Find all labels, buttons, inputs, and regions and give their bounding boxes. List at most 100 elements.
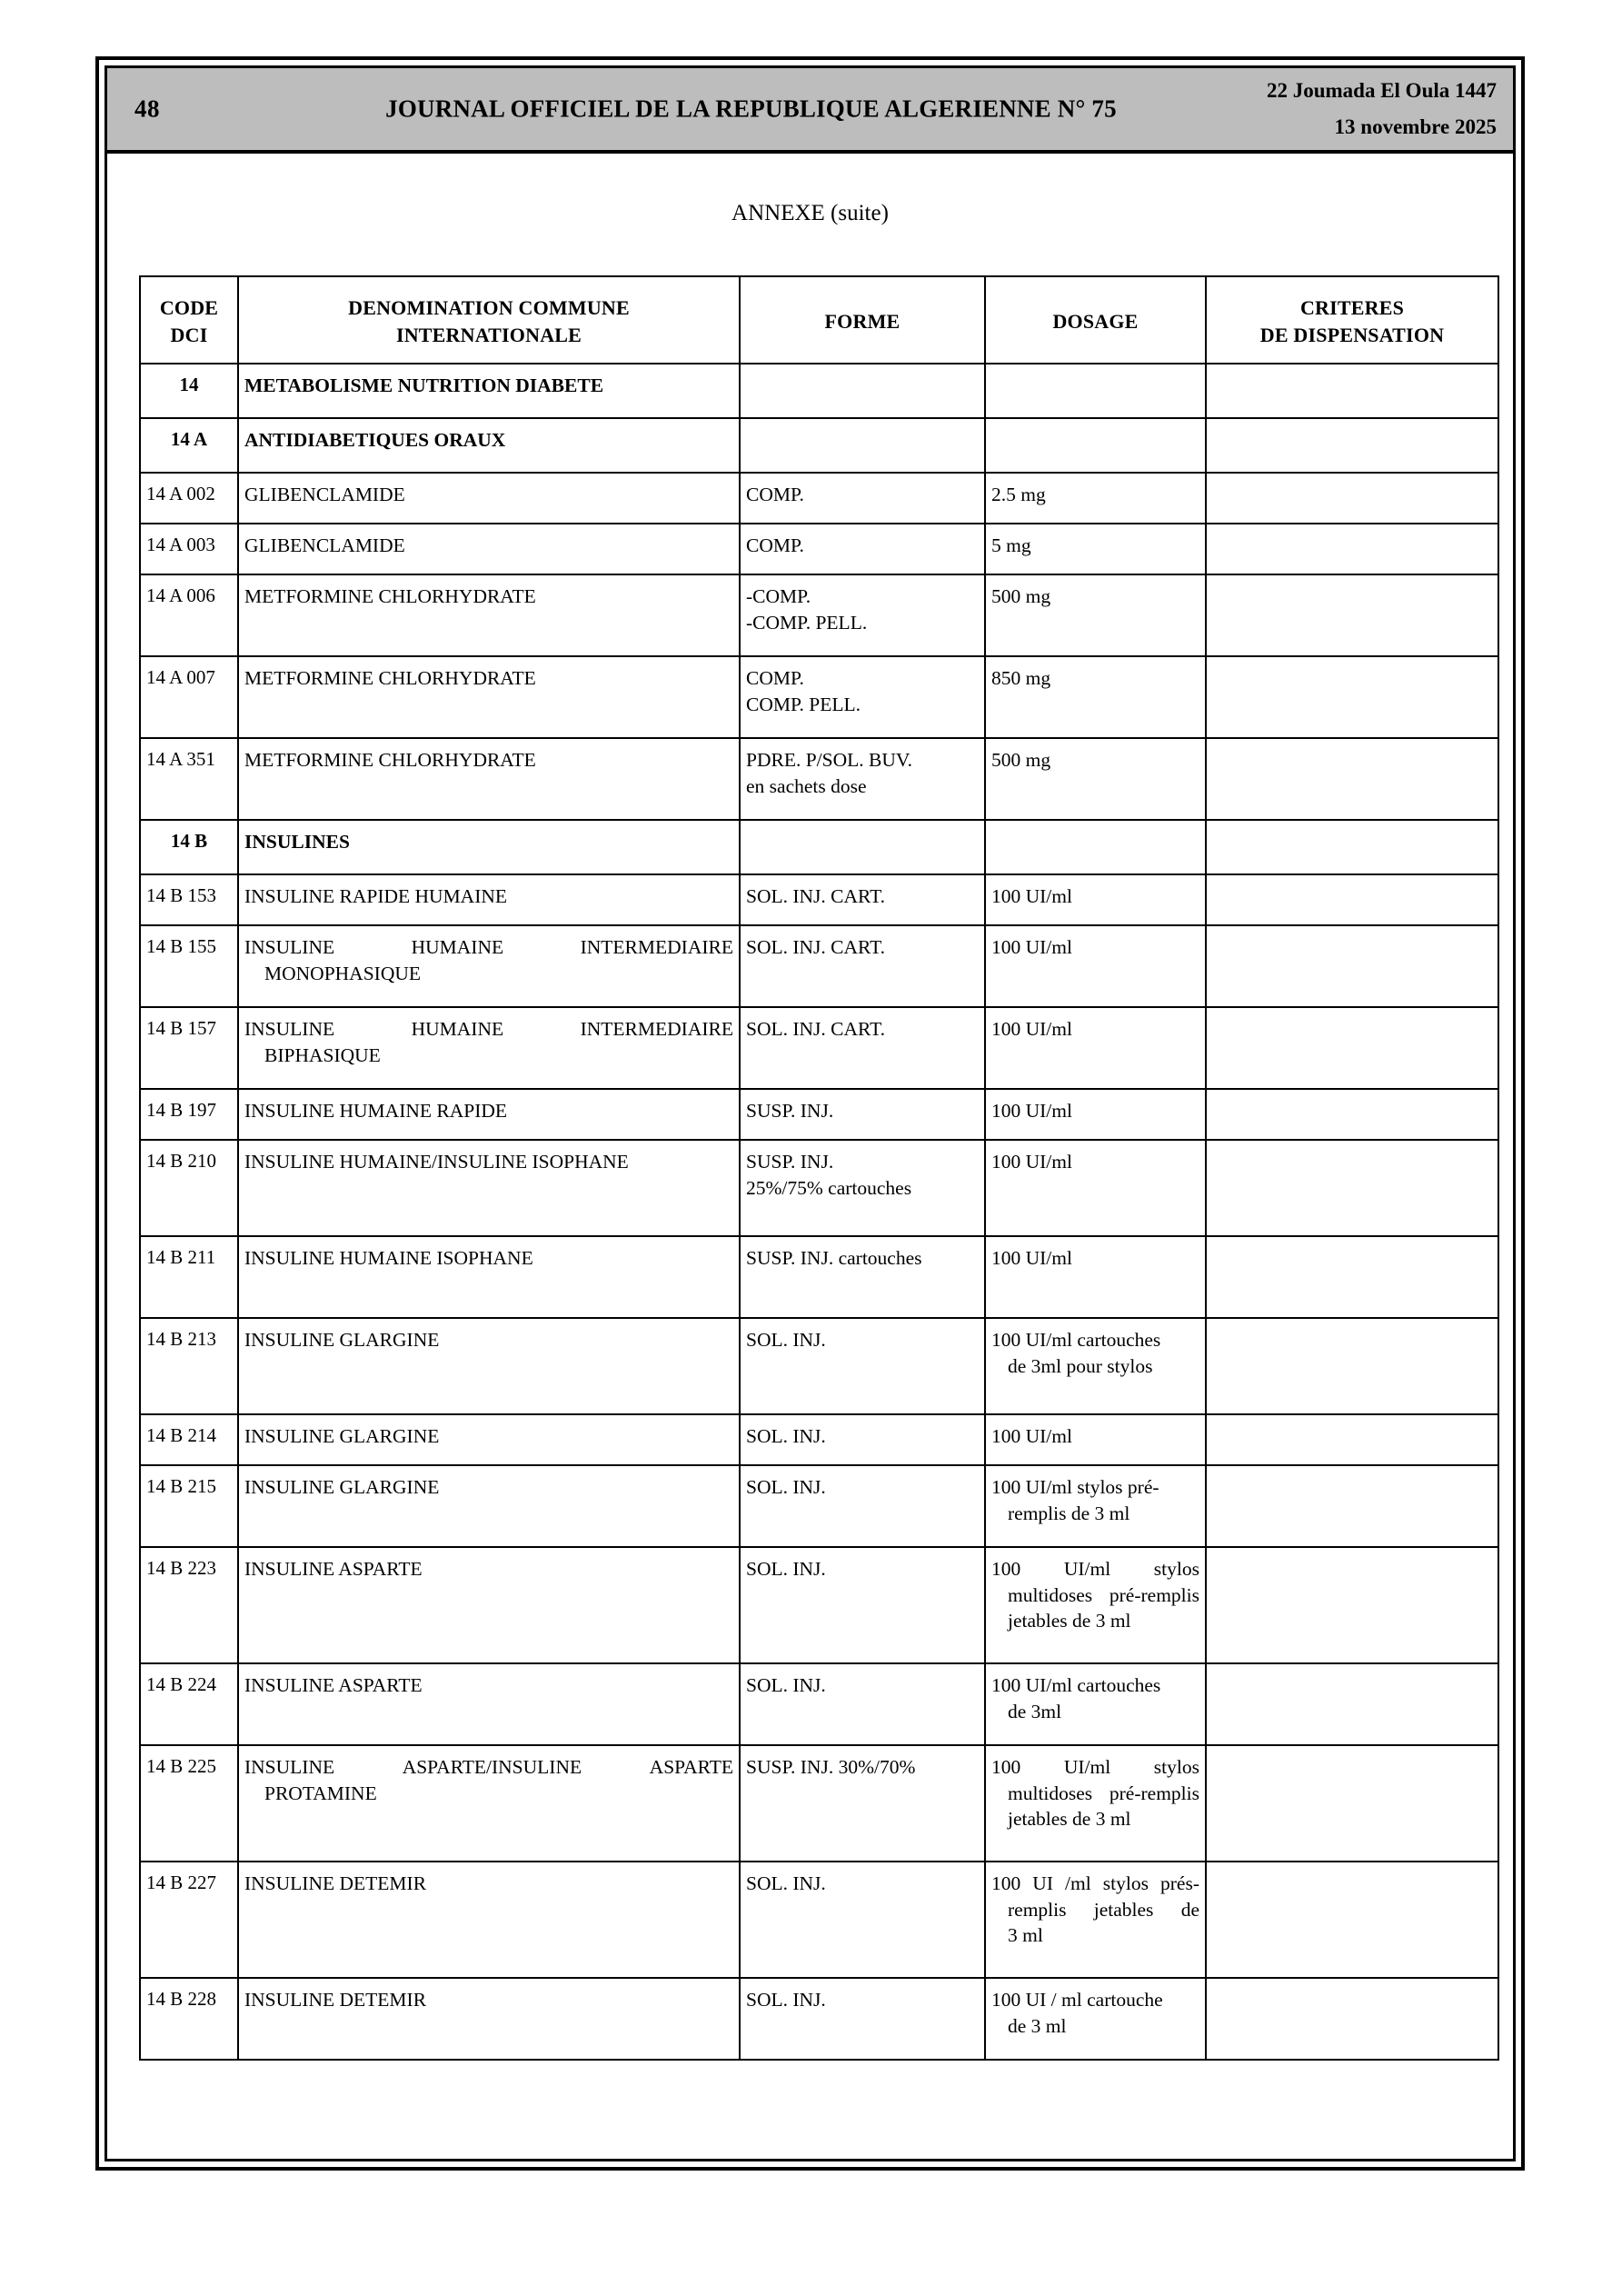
- forme-line-2: -COMP. PELL.: [746, 611, 868, 634]
- cell-criteres-dispensation: [1205, 1464, 1499, 1548]
- dosage-line-3: jetables de 3 ml: [1008, 1610, 1131, 1632]
- cell-dosage: 100 UI/ml stylos pré-remplis de 3 ml: [984, 1464, 1207, 1548]
- dosage-line-1: 100 UI / ml cartouche: [991, 1989, 1163, 2011]
- cell-forme: COMP. COMP. PELL.: [739, 655, 986, 739]
- dosage-line-2: de 3 ml: [1008, 2014, 1067, 2037]
- dosage-line-2: remplis de 3 ml: [1008, 1502, 1130, 1524]
- header-code-dci: CODE DCI: [139, 275, 239, 364]
- cell-code-dci: 14 A 007: [139, 655, 239, 739]
- cell-code-dci: 14 B 223: [139, 1546, 239, 1664]
- table-row: 14 B 224 INSULINE ASPARTE SOL. INJ. 100 UI/…: [139, 1662, 1499, 1746]
- cell-denomination: INSULINE ASPARTE: [237, 1546, 741, 1664]
- gregorian-date: 13 novembre 2025: [1334, 115, 1497, 138]
- header-criteres-line2: DE DISPENSATION: [1259, 323, 1445, 346]
- cell-forme: -COMP. -COMP. PELL.: [739, 574, 986, 657]
- cell-forme: COMP.: [739, 472, 986, 524]
- dosage-line-3: 3 ml: [1008, 1924, 1043, 1947]
- cell-code-dci: 14 A 006: [139, 574, 239, 657]
- cell-criteres-dispensation: [1205, 924, 1499, 1008]
- forme-line-2: COMP. PELL.: [746, 693, 861, 715]
- cell-dosage: 2.5 mg: [984, 472, 1207, 524]
- cell-criteres-dispensation: [1205, 737, 1499, 821]
- cell-code-dci: 14 B 197: [139, 1088, 239, 1141]
- dosage-line-1: 100 UI/ml cartouches: [991, 1329, 1161, 1351]
- denomination-line-2: BIPHASIQUE: [264, 1043, 381, 1066]
- cell-dosage: 100 UI/ml: [984, 924, 1207, 1008]
- cell-denomination: METABOLISME NUTRITION DIABETE: [237, 363, 741, 419]
- table-row: 14 A 006 METFORMINE CHLORHYDRATE -COMP. -CO…: [139, 574, 1499, 657]
- forme-line-1: SUSP. INJ.: [746, 1151, 834, 1173]
- page-number: 48: [134, 95, 160, 123]
- cell-forme: SOL. INJ.: [739, 1413, 986, 1466]
- table-row: 14 B 227 INSULINE DETEMIR SOL. INJ. 100 UI …: [139, 1861, 1499, 1979]
- forme-line-1: COMP.: [746, 667, 804, 689]
- dosage-line-2: multidoses pré-remplis: [1008, 1782, 1199, 1804]
- cell-forme: SOL. INJ.: [739, 1317, 986, 1415]
- cell-dosage: [984, 417, 1207, 474]
- cell-denomination: INSULINE GLARGINE: [237, 1317, 741, 1415]
- page-outer-frame: 48 JOURNAL OFFICIEL DE LA REPUBLIQUE ALG…: [95, 56, 1525, 2171]
- hijri-date: 22 Joumada El Oula 1447: [1266, 78, 1497, 102]
- cell-criteres-dispensation: [1205, 1139, 1499, 1237]
- cell-denomination: INSULINE HUMAINE INTERMEDIAIRE MONOPHASIQ…: [237, 924, 741, 1008]
- cell-dosage: 100 UI / ml cartouche de 3 ml: [984, 1977, 1207, 2061]
- cell-denomination: INSULINE RAPIDE HUMAINE: [237, 873, 741, 926]
- cell-forme: [739, 363, 986, 419]
- cell-criteres-dispensation: [1205, 1413, 1499, 1466]
- cell-code-dci: 14 B 155: [139, 924, 239, 1008]
- cell-forme: SOL. INJ. CART.: [739, 924, 986, 1008]
- cell-denomination: INSULINE HUMAINE RAPIDE: [237, 1088, 741, 1141]
- table-row: 14 B 155 INSULINE HUMAINE INTERMEDIAIRE MO…: [139, 924, 1499, 1008]
- cell-dosage: 850 mg: [984, 655, 1207, 739]
- cell-dosage: 500 mg: [984, 737, 1207, 821]
- cell-code-dci: 14 B 211: [139, 1235, 239, 1319]
- cell-denomination: METFORMINE CHLORHYDRATE: [237, 655, 741, 739]
- table-row: 14 A 007 METFORMINE CHLORHYDRATE COMP. COMP…: [139, 655, 1499, 739]
- cell-code-dci: 14 B 228: [139, 1977, 239, 2061]
- cell-denomination: INSULINE ASPARTE/INSULINE ASPARTE PROTAMI…: [237, 1744, 741, 1862]
- cell-dosage: 100 UI/ml cartouches de 3ml: [984, 1662, 1207, 1746]
- denomination-line-1: INSULINE ASPARTE/INSULINE ASPARTE: [244, 1756, 733, 1778]
- cell-forme: SOL. INJ.: [739, 1546, 986, 1664]
- cell-forme: SOL. INJ. CART.: [739, 873, 986, 926]
- cell-dosage: 5 mg: [984, 523, 1207, 575]
- cell-criteres-dispensation: [1205, 1977, 1499, 2061]
- cell-dosage: 100 UI/ml stylos multidoses pré-remplis je…: [984, 1546, 1207, 1664]
- dosage-line-1: 100 UI /ml stylos prés-: [991, 1872, 1199, 1894]
- cell-code-dci: 14 B 213: [139, 1317, 239, 1415]
- cell-denomination: INSULINE ASPARTE: [237, 1662, 741, 1746]
- dosage-line-1: 100 UI/ml stylos pré-: [991, 1476, 1159, 1498]
- forme-line-1: PDRE. P/SOL. BUV.: [746, 749, 913, 771]
- cell-denomination: INSULINE HUMAINE/INSULINE ISOPHANE: [237, 1139, 741, 1237]
- cell-dosage: 500 mg: [984, 574, 1207, 657]
- cell-code-dci: 14 A 002: [139, 472, 239, 524]
- dosage-line-3: jetables de 3 ml: [1008, 1808, 1131, 1831]
- journal-title: JOURNAL OFFICIEL DE LA REPUBLIQUE ALGERI…: [385, 95, 1117, 123]
- cell-code-dci: 14 B 224: [139, 1662, 239, 1746]
- cell-code-dci: 14 A: [139, 417, 239, 474]
- cell-code-dci: 14 B 157: [139, 1006, 239, 1090]
- forme-line-2: 25%/75% cartouches: [746, 1176, 912, 1199]
- table-row: 14 B 210 INSULINE HUMAINE/INSULINE ISOPHA…: [139, 1139, 1499, 1237]
- cell-denomination: METFORMINE CHLORHYDRATE: [237, 574, 741, 657]
- cell-forme: [739, 417, 986, 474]
- cell-denomination: INSULINE HUMAINE ISOPHANE: [237, 1235, 741, 1319]
- cell-dosage: 100 UI/ml: [984, 1413, 1207, 1466]
- cell-denomination: METFORMINE CHLORHYDRATE: [237, 737, 741, 821]
- dosage-line-2: remplis jetables de: [1008, 1898, 1199, 1921]
- cell-criteres-dispensation: [1205, 1006, 1499, 1090]
- cell-denomination: GLIBENCLAMIDE: [237, 472, 741, 524]
- table-row: 14 B 213 INSULINE GLARGINE SOL. INJ. 100 UI…: [139, 1317, 1499, 1415]
- denomination-line-2: PROTAMINE: [264, 1782, 377, 1804]
- dosage-line-2: de 3ml pour stylos: [1008, 1354, 1153, 1377]
- header-denomination-line1: DENOMINATION COMMUNE: [348, 296, 630, 320]
- cell-criteres-dispensation: [1205, 655, 1499, 739]
- table-row: 14 B 228 INSULINE DETEMIR SOL. INJ. 100 UI …: [139, 1977, 1499, 2061]
- header-forme: FORME: [739, 275, 986, 364]
- cell-dosage: 100 UI/ml: [984, 1088, 1207, 1141]
- forme-line-2: en sachets dose: [746, 774, 867, 797]
- table-group-row: 14 A ANTIDIABETIQUES ORAUX: [139, 417, 1499, 474]
- table-group-row: 14 B INSULINES: [139, 819, 1499, 875]
- forme-line-1: -COMP.: [746, 585, 811, 607]
- cell-criteres-dispensation: [1205, 523, 1499, 575]
